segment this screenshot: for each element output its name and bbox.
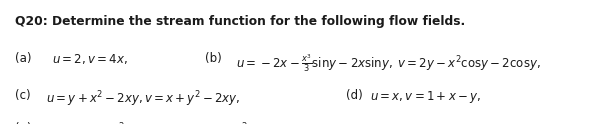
Text: $u = x, v = 1 + x - y,$: $u = x, v = 1 + x - y,$ (370, 89, 482, 105)
Text: (a): (a) (15, 52, 32, 65)
Text: (c): (c) (15, 89, 31, 102)
Text: $u = 2, v = 4x,$: $u = 2, v = 4x,$ (52, 52, 128, 66)
Text: (b): (b) (205, 52, 222, 65)
Text: $u = 1 + x + x^2 - 2xy,\; v = 1 - y + y^2 - 2xy.$: $u = 1 + x + x^2 - 2xy,\; v = 1 - y + y^… (46, 122, 287, 124)
Text: $u = y + x^2 - 2xy, v = x + y^2 - 2xy,$: $u = y + x^2 - 2xy, v = x + y^2 - 2xy,$ (46, 89, 241, 109)
Text: (e): (e) (15, 122, 32, 124)
Text: $u = -2x - \frac{x^3}{3}\mathrm{sin}y - 2x\mathrm{sin}y,\; v = 2y - x^2\mathrm{c: $u = -2x - \frac{x^3}{3}\mathrm{sin}y - … (236, 52, 540, 74)
Text: (d): (d) (346, 89, 362, 102)
Text: Q20: Determine the stream function for the following flow fields.: Q20: Determine the stream function for t… (15, 15, 466, 28)
